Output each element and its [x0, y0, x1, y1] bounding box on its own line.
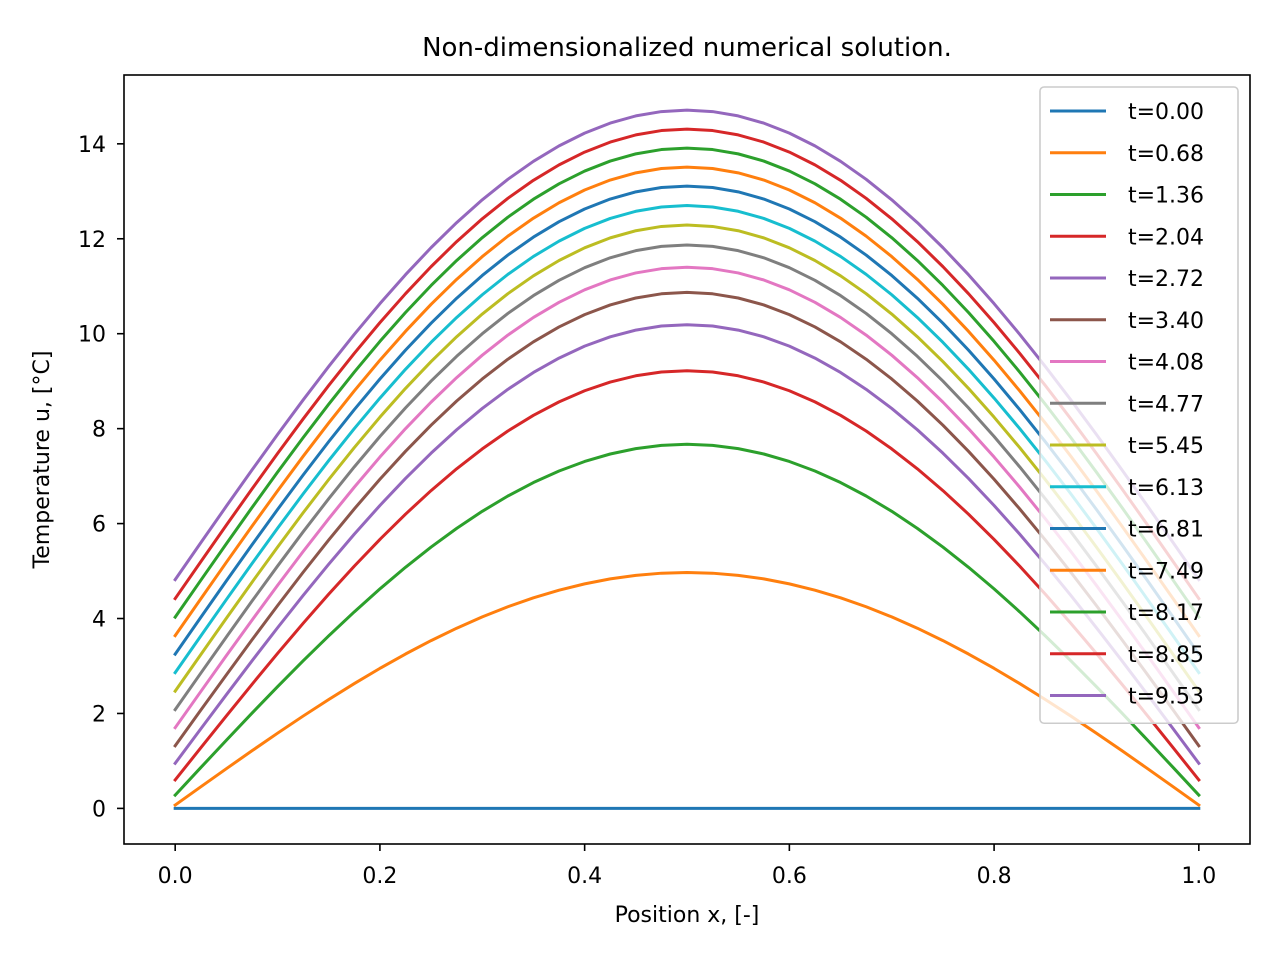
series-line-12	[173, 146, 1201, 620]
x-tick-label: 1.0	[1181, 864, 1216, 889]
y-tick-label: 10	[78, 323, 106, 348]
legend-label: t=7.49	[1128, 559, 1204, 584]
legend-label: t=0.68	[1128, 142, 1204, 167]
y-tick-label: 2	[92, 702, 106, 727]
y-tick-label: 12	[78, 228, 106, 253]
x-tick-label: 0.8	[977, 864, 1012, 889]
series-line-13	[173, 127, 1201, 601]
y-tick-label: 8	[92, 418, 106, 443]
series-line-5	[173, 290, 1201, 748]
series-line-2	[173, 442, 1201, 798]
series-line-6	[173, 265, 1201, 730]
legend-label: t=5.45	[1128, 434, 1204, 459]
legend-label: t=6.13	[1128, 476, 1204, 501]
x-tick-label: 0.2	[362, 864, 397, 889]
series-line-8	[173, 223, 1201, 694]
y-tick-label: 0	[92, 797, 106, 822]
legend-label: t=9.53	[1128, 685, 1204, 710]
legend-box	[1039, 86, 1239, 725]
series-line-7	[173, 243, 1201, 712]
x-axis-ticks: 0.0 0.2 0.4 0.6 0.8 1.0	[158, 844, 1216, 889]
series-line-11	[173, 165, 1201, 638]
x-tick-label: 0.4	[567, 864, 602, 889]
legend-label: t=6.81	[1128, 518, 1204, 543]
chart-title: Non-dimensionalized numerical solution.	[422, 33, 952, 63]
legend-label: t=1.36	[1128, 184, 1204, 209]
series-line-3	[173, 369, 1201, 783]
series-layer	[173, 108, 1201, 810]
legend-label: t=8.17	[1128, 601, 1204, 626]
series-line-10	[173, 184, 1201, 657]
legend-label: t=0.00	[1128, 100, 1204, 125]
y-axis-label: Temperature u, [°C]	[30, 351, 55, 570]
series-line-4	[173, 323, 1201, 766]
x-tick-label: 0.0	[158, 864, 193, 889]
y-tick-label: 4	[92, 608, 106, 633]
legend-label: t=3.40	[1128, 309, 1204, 334]
series-line-9	[173, 204, 1201, 675]
legend-label: t=2.72	[1128, 267, 1204, 292]
legend-label: t=4.08	[1128, 351, 1204, 376]
x-axis-label: Position x, [-]	[615, 903, 760, 928]
y-tick-label: 6	[92, 513, 106, 538]
legend: t=0.00 t=0.68 t=1.36 t=2.04 t=2.72 t=3.40 t=4.…	[1039, 86, 1239, 725]
series-line-14	[173, 108, 1201, 582]
y-axis-ticks: 0 2 4 6 8 10 12 14	[78, 133, 124, 822]
y-tick-label: 14	[78, 133, 106, 158]
legend-label: t=4.77	[1128, 392, 1204, 417]
x-tick-label: 0.6	[772, 864, 807, 889]
legend-label: t=2.04	[1128, 225, 1204, 250]
plot-frame	[123, 74, 1251, 845]
legend-label: t=8.85	[1128, 643, 1204, 668]
series-line-1	[173, 570, 1201, 808]
